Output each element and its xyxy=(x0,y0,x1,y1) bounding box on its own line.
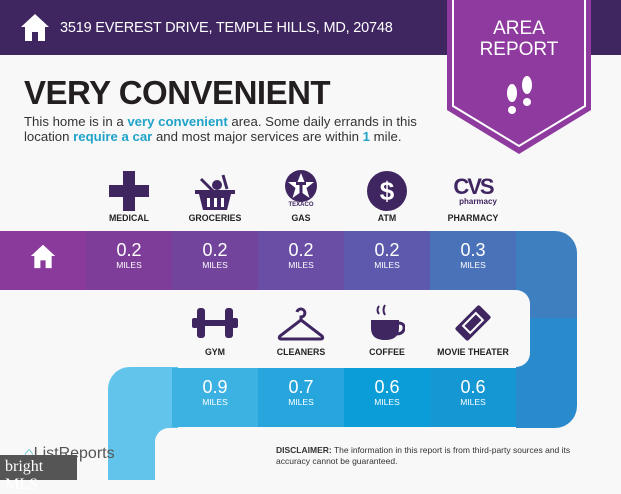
distance-cell-medical: 0.2 MILES xyxy=(86,231,172,290)
category-label: GROCERIES xyxy=(188,213,242,223)
badge-line2: REPORT xyxy=(479,39,559,60)
grocery-basket-icon xyxy=(172,168,258,214)
distance-unit: MILES xyxy=(460,260,486,270)
distance-unit: MILES xyxy=(116,260,142,270)
distance-unit: MILES xyxy=(288,397,314,407)
home-icon xyxy=(21,14,49,41)
category-label: MOVIE THEATER xyxy=(437,347,509,357)
medical-cross-icon xyxy=(86,168,172,214)
distance-unit: MILES xyxy=(460,397,486,407)
inner-gap-bottom xyxy=(155,428,185,480)
category-label: MEDICAL xyxy=(108,213,150,223)
badge-title: AREA REPORT xyxy=(447,18,591,60)
distance-value: 0.3 xyxy=(460,240,486,260)
summary-text: This home is in a very convenient area. … xyxy=(24,114,417,144)
distance-unit: MILES xyxy=(374,397,400,407)
distance-cell-groceries: 0.2 MILES xyxy=(172,231,258,290)
distance-value: 0.6 xyxy=(460,377,486,397)
category-label: PHARMACY xyxy=(447,213,499,223)
distance-cell-coffee: 0.6 MILES xyxy=(344,368,430,427)
cvs-pharmacy-icon: CVS pharmacy xyxy=(453,174,497,206)
bright-mls-watermark: bright MLS xyxy=(0,455,77,493)
badge-line1: AREA xyxy=(493,18,545,39)
category-label: CLEANERS xyxy=(276,347,326,357)
home-icon xyxy=(30,244,56,269)
category-label: GAS xyxy=(291,213,311,223)
distance-value: 0.2 xyxy=(116,240,142,260)
distance-unit: MILES xyxy=(374,260,400,270)
movie-ticket-icon xyxy=(430,300,516,346)
home-cell xyxy=(0,231,86,290)
dollar-icon: $ xyxy=(344,168,430,214)
texaco-icon: TEXACO xyxy=(258,166,344,212)
distance-cell-gym: 0.9 MILES xyxy=(172,368,258,427)
hanger-icon xyxy=(258,300,344,346)
disclaimer: DISCLAIMER: The information in this repo… xyxy=(276,445,571,466)
distance-value: 0.2 xyxy=(202,240,228,260)
distance-cell-atm: 0.2 MILES xyxy=(344,231,430,290)
distance-cell-pharmacy: 0.3 MILES xyxy=(430,231,516,290)
distance-unit: MILES xyxy=(288,260,314,270)
distance-value: 0.7 xyxy=(288,377,314,397)
distance-value: 0.2 xyxy=(374,240,400,260)
distance-unit: MILES xyxy=(202,397,228,407)
property-address: 3519 EVEREST DRIVE, TEMPLE HILLS, MD, 20… xyxy=(60,20,393,36)
distance-value: 0.9 xyxy=(202,377,228,397)
svg-text:$: $ xyxy=(380,176,395,206)
distance-cell-gas: 0.2 MILES xyxy=(258,231,344,290)
category-label: GYM xyxy=(204,347,226,357)
distance-value: 0.2 xyxy=(288,240,314,260)
area-report-badge xyxy=(447,0,591,154)
distance-cell-movie-theater: 0.6 MILES xyxy=(430,368,516,427)
dumbbell-icon xyxy=(172,300,258,346)
coffee-cup-icon xyxy=(344,300,430,346)
category-label: ATM xyxy=(377,213,397,223)
distance-cell-cleaners: 0.7 MILES xyxy=(258,368,344,427)
category-label: COFFEE xyxy=(369,347,405,357)
distance-value: 0.6 xyxy=(374,377,400,397)
footprints-icon xyxy=(507,76,532,114)
convenience-rating-title: VERY CONVENIENT xyxy=(24,74,331,111)
distance-unit: MILES xyxy=(202,260,228,270)
